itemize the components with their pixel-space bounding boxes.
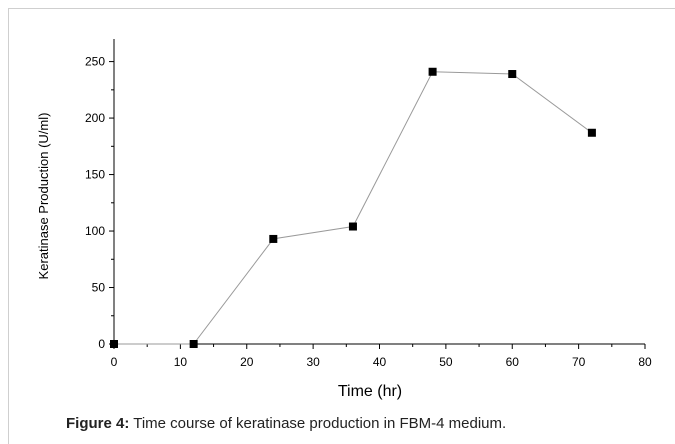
data-point-marker xyxy=(110,340,118,348)
y-tick-label: 50 xyxy=(92,281,106,295)
y-axis-title: Keratinase Production (U/ml) xyxy=(36,113,51,280)
x-tick-label: 0 xyxy=(111,355,118,369)
figure-frame xyxy=(8,8,675,444)
x-tick-label: 50 xyxy=(439,355,453,369)
chart-ticks: 0 10 20 30 40 50 60 70 80 0 50 100 150 200 250 xyxy=(85,55,652,369)
series-line xyxy=(114,71,593,345)
chart-axes xyxy=(113,39,645,345)
y-tick-label: 200 xyxy=(85,111,105,125)
figure-caption-label: Figure 4: xyxy=(66,415,130,432)
y-tick-label: 0 xyxy=(98,337,105,351)
x-tick-label: 80 xyxy=(638,355,652,369)
data-point-marker xyxy=(189,340,198,348)
figure-caption-text: Time course of keratinase production in … xyxy=(129,415,507,432)
y-tick-label: 150 xyxy=(85,168,105,182)
x-tick-label: 70 xyxy=(572,355,586,369)
data-point-marker xyxy=(269,234,278,243)
x-tick-label: 60 xyxy=(506,355,520,369)
data-point-marker xyxy=(508,70,517,79)
x-tick-label: 30 xyxy=(306,355,320,369)
x-tick-label: 10 xyxy=(174,355,188,369)
data-point-marker xyxy=(428,67,437,76)
figure-caption: Figure 4: Time course of keratinase prod… xyxy=(66,415,506,432)
y-tick-label: 250 xyxy=(85,55,105,69)
x-tick-label: 20 xyxy=(240,355,254,369)
data-point-marker xyxy=(348,222,357,231)
y-tick-label: 100 xyxy=(85,224,105,238)
x-tick-label: 40 xyxy=(373,355,387,369)
x-axis-title: Time (hr) xyxy=(338,383,402,400)
data-point-marker xyxy=(587,128,596,137)
chart-series xyxy=(110,67,596,348)
